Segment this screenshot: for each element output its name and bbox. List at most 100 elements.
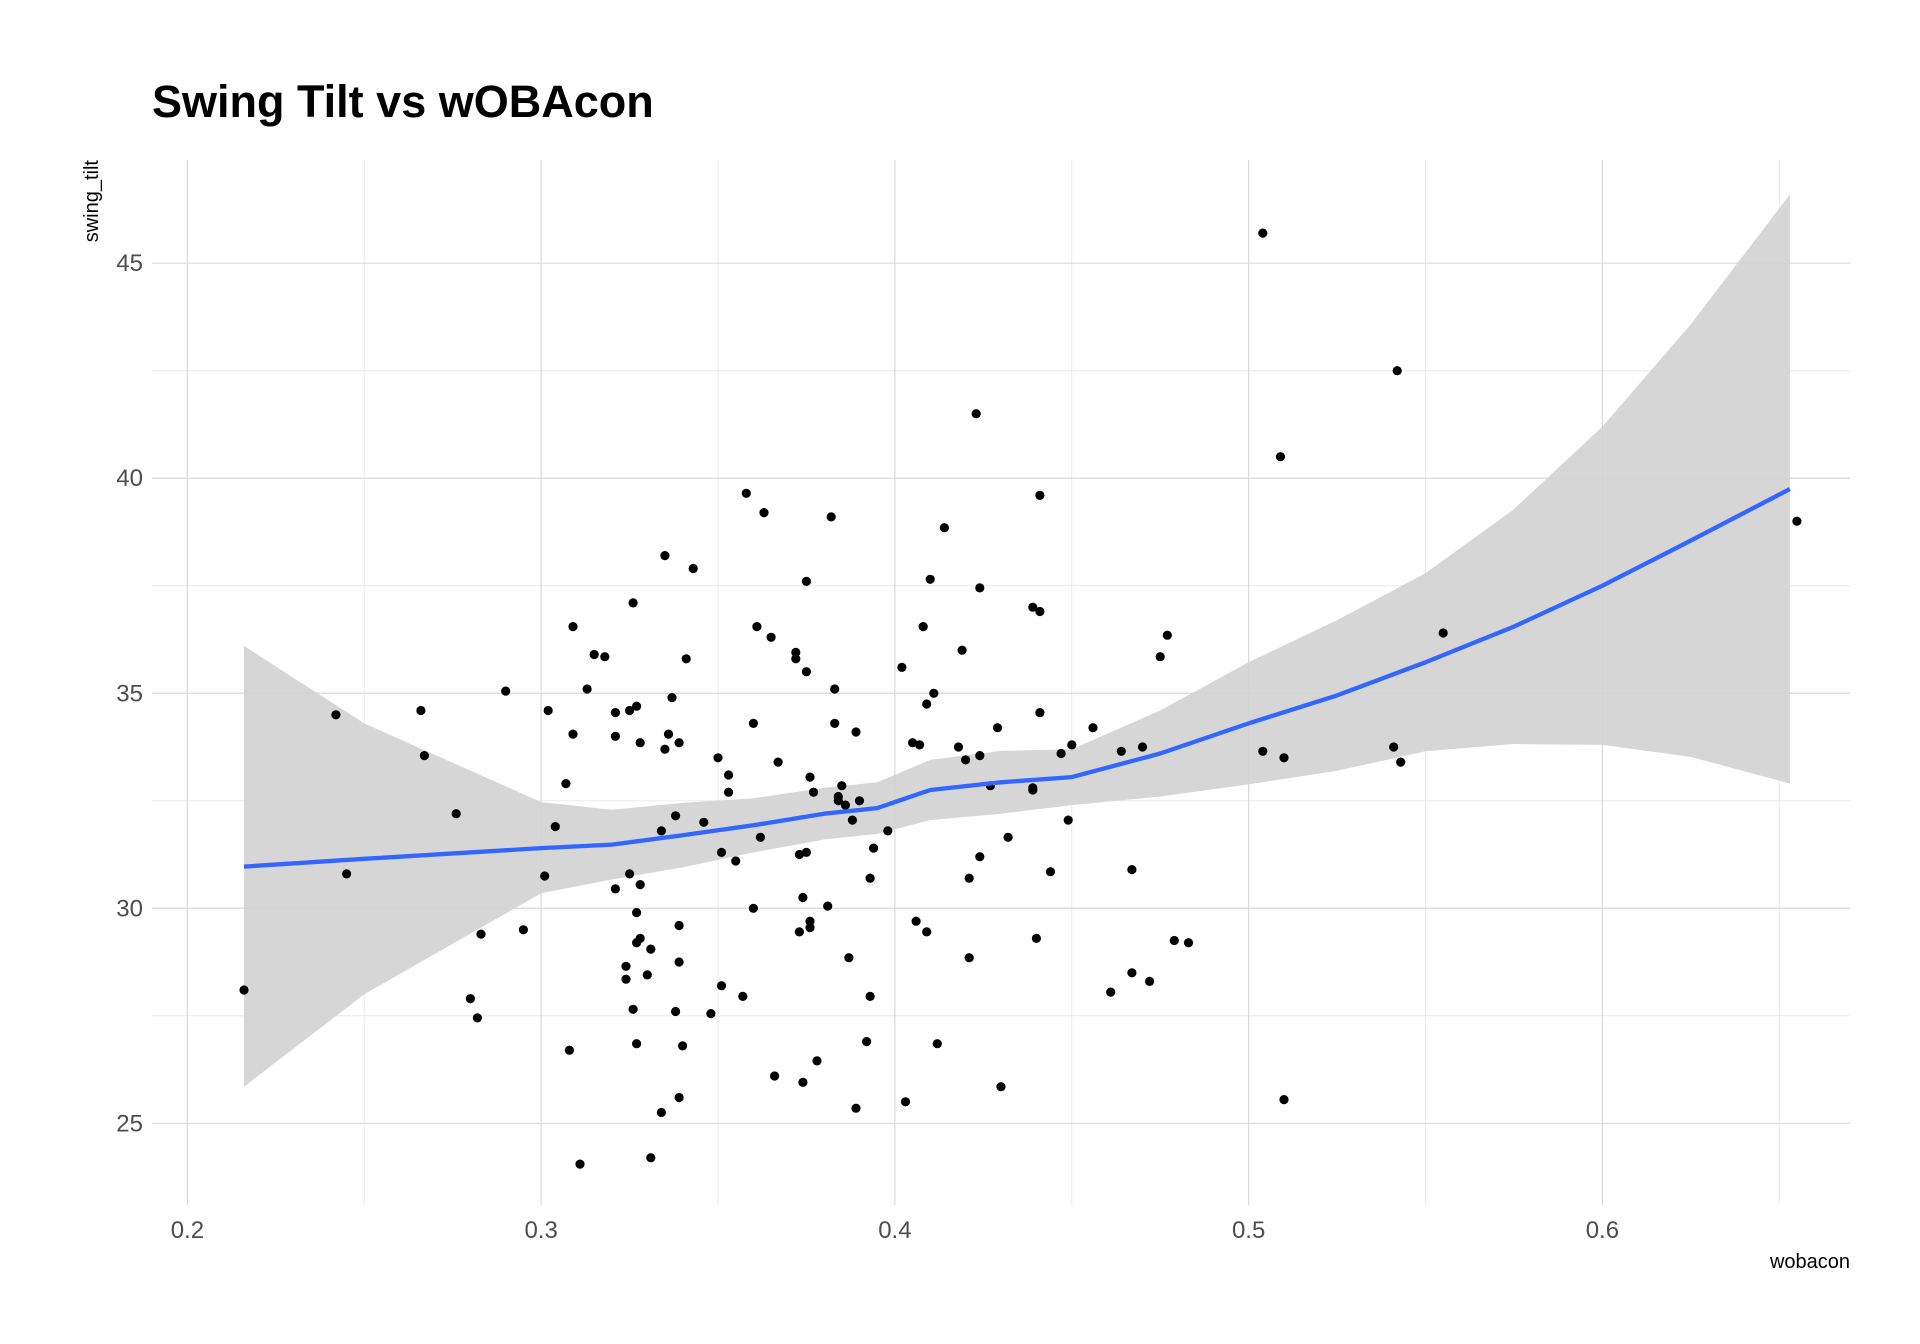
data-point	[971, 409, 981, 419]
x-tick-label: 0.6	[1586, 1217, 1619, 1244]
data-point	[1116, 746, 1126, 756]
data-point	[476, 929, 486, 939]
data-point	[724, 770, 734, 780]
data-point	[801, 847, 812, 858]
data-point	[716, 981, 727, 991]
data-point	[1031, 933, 1041, 944]
data-point	[1028, 785, 1038, 795]
data-point	[741, 488, 751, 498]
data-point	[713, 753, 723, 763]
data-point	[865, 873, 875, 883]
data-point	[678, 1041, 688, 1051]
data-point	[632, 701, 642, 711]
data-point	[600, 652, 610, 662]
data-point	[451, 809, 461, 819]
x-axis-label: wobacon	[1769, 1251, 1850, 1273]
data-point	[681, 654, 691, 664]
data-point	[766, 632, 776, 642]
data-point	[1392, 366, 1402, 376]
data-point	[897, 662, 907, 673]
data-point	[854, 796, 865, 806]
data-point	[1145, 976, 1155, 987]
data-point	[953, 742, 964, 752]
data-point	[724, 787, 734, 797]
data-point	[840, 800, 851, 810]
data-point	[1438, 628, 1448, 638]
data-point	[833, 796, 843, 806]
data-point	[716, 847, 727, 858]
data-point	[805, 772, 815, 782]
smooth-line	[243, 487, 1791, 869]
data-point	[801, 667, 812, 677]
data-point	[759, 507, 769, 518]
data-point	[900, 1097, 911, 1107]
data-point	[847, 815, 858, 825]
data-point	[699, 817, 709, 827]
data-point	[621, 974, 631, 984]
data-point	[671, 811, 681, 821]
data-point	[589, 649, 599, 660]
y-tick-label: 25	[116, 1110, 143, 1137]
data-point	[812, 1056, 822, 1066]
data-point	[964, 953, 974, 963]
data-point	[667, 693, 677, 703]
data-point	[992, 723, 1003, 733]
data-point	[621, 961, 631, 971]
data-point	[674, 738, 684, 748]
data-point	[731, 856, 741, 866]
data-point	[646, 944, 656, 954]
data-point	[748, 718, 759, 729]
data-point	[674, 957, 684, 967]
data-point	[540, 871, 550, 881]
data-point	[1258, 746, 1268, 756]
data-point	[628, 1004, 638, 1014]
data-point	[561, 779, 571, 789]
data-point	[996, 1082, 1006, 1092]
x-tick-label: 0.2	[171, 1217, 204, 1244]
data-point	[646, 1153, 656, 1163]
data-point	[575, 1159, 585, 1169]
x-axis-ticks: 0.2 0.3 0.4 0.5 0.6	[171, 1217, 1619, 1244]
data-point	[543, 705, 553, 716]
data-point	[851, 727, 861, 737]
confidence-band	[244, 194, 1790, 1087]
data-point	[794, 927, 805, 937]
data-point	[416, 705, 426, 716]
data-point	[975, 751, 985, 761]
data-point	[1169, 935, 1179, 946]
data-point	[908, 738, 918, 748]
data-point	[869, 843, 879, 853]
data-point	[1183, 938, 1194, 948]
data-point	[632, 908, 642, 918]
data-point	[674, 920, 684, 931]
data-point	[564, 1045, 575, 1055]
data-point	[844, 953, 854, 963]
data-point	[830, 684, 840, 694]
data-point	[1127, 968, 1137, 978]
data-point	[791, 654, 801, 664]
data-point	[1035, 606, 1045, 617]
data-point	[865, 991, 875, 1002]
data-point	[706, 1009, 716, 1019]
x-tick-label: 0.5	[1232, 1217, 1265, 1244]
data-point	[628, 598, 638, 608]
data-point	[1162, 630, 1172, 640]
data-point	[610, 708, 621, 718]
data-point	[582, 684, 592, 694]
data-point	[625, 705, 635, 716]
data-point	[911, 916, 921, 926]
data-point	[837, 781, 847, 791]
data-point	[752, 622, 762, 632]
data-point	[1155, 652, 1165, 662]
data-point	[755, 832, 766, 842]
data-point	[1106, 987, 1116, 997]
data-point	[798, 1077, 808, 1087]
data-point	[925, 574, 935, 584]
x-tick-label: 0.3	[524, 1217, 557, 1244]
data-point	[798, 892, 808, 903]
data-point	[625, 869, 635, 879]
data-point	[568, 622, 578, 632]
y-tick-label: 35	[116, 680, 143, 707]
data-point	[1396, 757, 1406, 767]
